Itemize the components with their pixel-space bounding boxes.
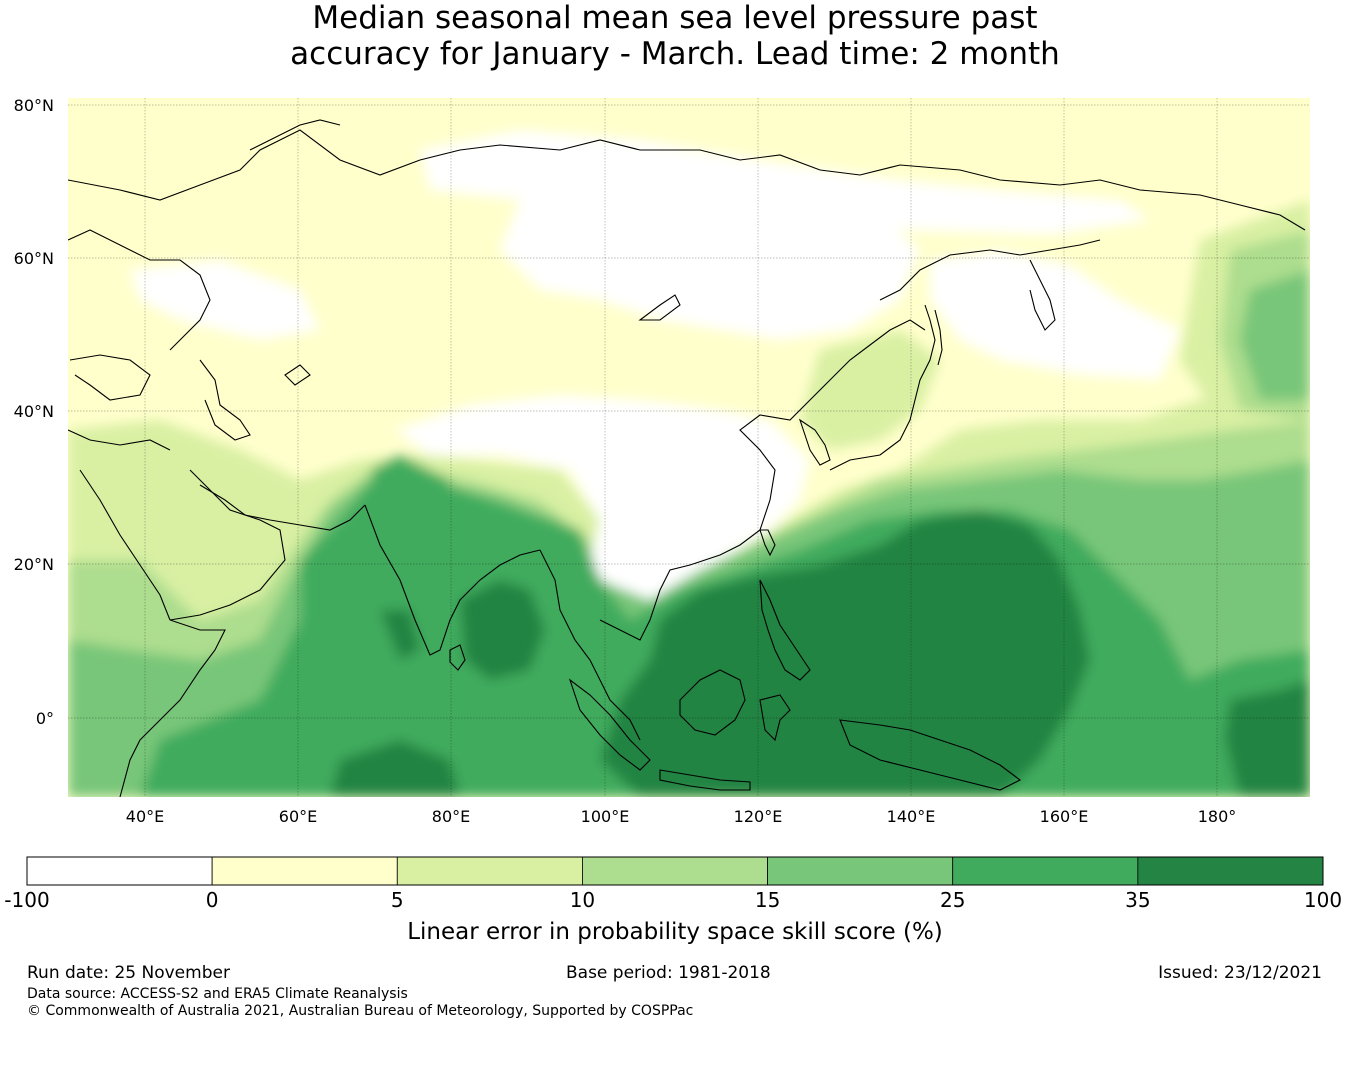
field-35-100-arabian: [380, 610, 420, 660]
run-date: Run date: 25 November: [27, 963, 230, 983]
coast-sakhalin: [934, 309, 943, 366]
coast-arabia: [169, 469, 286, 621]
coast-sulawesi: [759, 694, 791, 742]
field-negative-okhotsk: [930, 250, 1180, 380]
lat-label-40: 40°N: [14, 402, 54, 421]
colorbar-outline: [26, 856, 1324, 886]
coast-burma-malaya: [539, 549, 641, 741]
coast-japan: [829, 304, 936, 471]
coast-baikal: [638, 294, 681, 321]
colorbar-tick-labels: -100 0 5 10 15 25 35 100: [4, 888, 1342, 912]
coast-new-guinea: [839, 719, 1022, 791]
field-negative-arctic: [420, 130, 1150, 235]
lat-label-60: 60°N: [14, 249, 54, 268]
field-35-100-pacific: [600, 510, 1090, 797]
colorbar-tick-0: -100: [4, 888, 49, 912]
coast-red-sea: [79, 469, 171, 621]
lon-label-100: 100°E: [581, 807, 630, 826]
coast-philippines: [759, 579, 811, 681]
coast-borneo: [679, 669, 746, 736]
colorbar-swatch-4: [767, 856, 954, 886]
field-35-100-bay: [460, 580, 545, 680]
coast-scandinavia: [68, 229, 211, 351]
gridlines: [68, 98, 1310, 797]
latitude-labels: 80°N 60°N 40°N 20°N 0°: [14, 96, 54, 728]
coast-sumatra: [568, 678, 651, 771]
lat-label-20: 20°N: [14, 555, 54, 574]
colorbar-tick-7: 100: [1304, 888, 1342, 912]
lon-label-160: 160°E: [1040, 807, 1089, 826]
coast-indochina: [599, 319, 926, 641]
chart-title: Median seasonal mean sea level pressure …: [0, 0, 1350, 72]
coast-kamchatka: [1029, 259, 1056, 331]
coast-korea: [798, 418, 831, 466]
coast-horn-africa: [119, 619, 226, 797]
colorbar-tick-2: 5: [391, 888, 404, 912]
lon-label-140: 140°E: [887, 807, 936, 826]
coast-caspian: [199, 359, 251, 441]
colorbar-tick-3: 10: [570, 888, 595, 912]
base-period: Base period: 1981-2018: [566, 963, 771, 983]
coast-persian-gulf: [199, 484, 366, 531]
coast-mediterranean: [68, 429, 171, 451]
copyright: © Commonwealth of Australia 2021, Austra…: [27, 1003, 694, 1019]
colorbar-swatch-3: [582, 856, 768, 886]
coastlines: [68, 119, 1306, 797]
field-35-100-east: [1225, 680, 1310, 797]
issued-date: Issued: 23/12/2021: [1158, 963, 1322, 983]
lon-label-60: 60°E: [279, 807, 317, 826]
coast-novaya-zemlya: [249, 119, 341, 151]
colorbar-swatch-2: [396, 856, 583, 886]
colorbar-tick-4: 15: [755, 888, 780, 912]
coast-sri-lanka: [449, 644, 466, 671]
lon-label-120: 120°E: [734, 807, 783, 826]
coast-black-sea: [69, 354, 151, 401]
coast-taiwan: [759, 529, 776, 557]
lon-label-40: 40°E: [126, 807, 164, 826]
colorbar-swatch-1: [211, 856, 398, 886]
field-35-100-indian-ocean: [330, 740, 460, 797]
lon-label-80: 80°E: [432, 807, 470, 826]
data-source: Data source: ACCESS-S2 and ERA5 Climate …: [27, 986, 408, 1002]
colorbar: -100 0 5 10 15 25 35 100 Linear error in probab…: [4, 856, 1342, 945]
field-5-10-manchuria: [800, 330, 940, 450]
colorbar-swatch-0: [26, 856, 213, 886]
colorbar-title: Linear error in probability space skill …: [407, 919, 943, 945]
colorbar-tick-5: 25: [940, 888, 965, 912]
longitude-labels: 40°E 60°E 80°E 100°E 120°E 140°E 160°E 1…: [126, 807, 1237, 826]
coast-arctic: [68, 129, 1306, 231]
coast-java: [659, 769, 751, 791]
field-15-25-east: [1240, 270, 1310, 400]
colorbar-tick-6: 35: [1125, 888, 1150, 912]
coast-balkhash: [284, 364, 311, 386]
colorbar-swatch-6: [1137, 856, 1324, 886]
lat-label-80: 80°N: [14, 96, 54, 115]
field-25-35-north: [370, 455, 450, 510]
lon-label-180: 180°: [1198, 807, 1237, 826]
lat-label-0: 0°: [36, 709, 54, 728]
coast-okhotsk: [879, 239, 1101, 301]
title-line-2: accuracy for January - March. Lead time:…: [290, 36, 1060, 72]
title-line-1: Median seasonal mean sea level pressure …: [312, 0, 1038, 36]
colorbar-tick-1: 0: [206, 888, 219, 912]
skill-field: [68, 98, 1310, 797]
colorbar-swatch-5: [952, 856, 1139, 886]
colorbar-swatches: [26, 856, 1324, 886]
field-negative-west: [130, 260, 320, 340]
field-negative-central-asia: [395, 395, 810, 610]
coast-india: [364, 504, 541, 656]
